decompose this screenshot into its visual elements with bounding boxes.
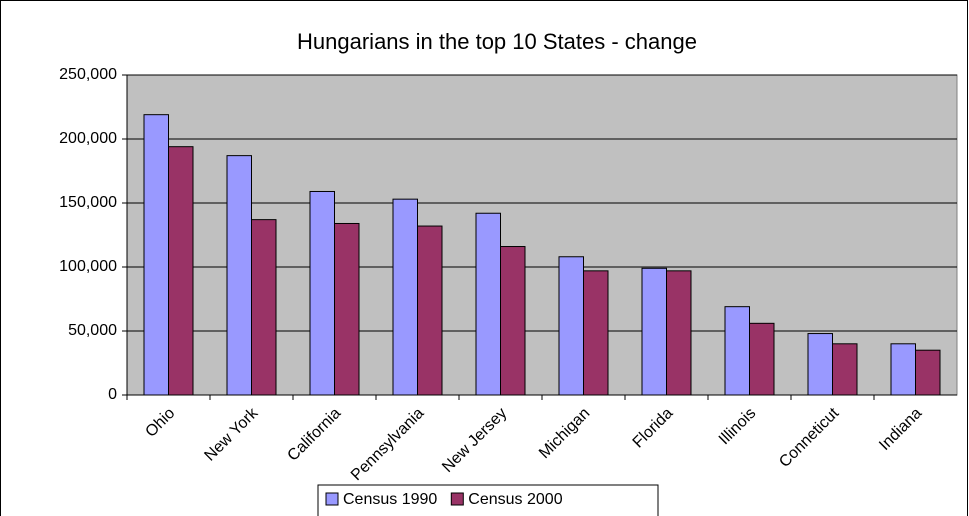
y-tick-label: 100,000: [59, 258, 117, 275]
bar: [475, 212, 501, 396]
bar: [890, 343, 916, 396]
y-tick-label: 0: [108, 386, 117, 403]
bar: [309, 190, 335, 396]
y-tick-label: 250,000: [59, 66, 117, 83]
bar: [226, 155, 252, 396]
legend-label: Census 2000: [468, 491, 562, 508]
legend-box: [317, 484, 659, 516]
bar: [417, 225, 443, 396]
y-tick-label: 150,000: [59, 194, 117, 211]
chart-title: Hungarians in the top 10 States - change: [297, 29, 697, 54]
bar: [807, 333, 833, 396]
bar: [641, 267, 667, 396]
bar: [749, 322, 775, 396]
legend-swatch: [450, 492, 464, 506]
bar: [500, 246, 526, 396]
bar: [724, 306, 750, 396]
bar: [392, 198, 418, 396]
bar: [143, 114, 169, 396]
bar: [334, 222, 360, 396]
legend-label: Census 1990: [343, 491, 437, 508]
y-tick-label: 200,000: [59, 130, 117, 147]
bar: [666, 270, 692, 396]
bar: [832, 343, 858, 396]
bar: [583, 270, 609, 396]
bar: [251, 219, 277, 396]
legend-swatch: [325, 492, 339, 506]
y-tick-label: 50,000: [68, 322, 117, 339]
bar: [168, 146, 194, 396]
bar: [915, 349, 941, 396]
bar: [558, 256, 584, 396]
